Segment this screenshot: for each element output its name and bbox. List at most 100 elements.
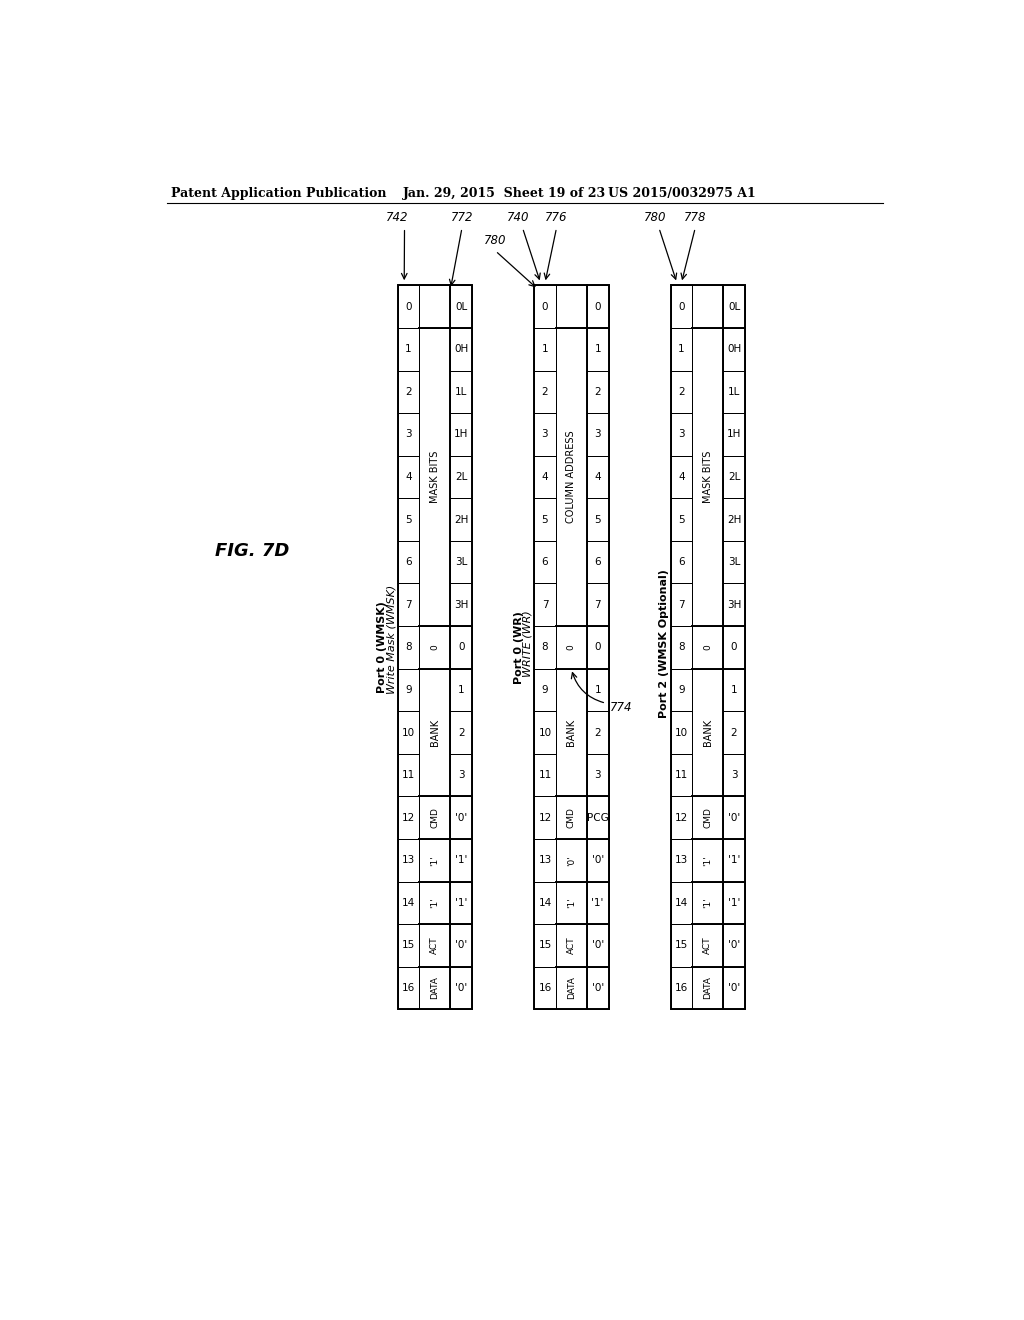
Text: 0H: 0H: [727, 345, 741, 354]
Bar: [671, 583, 692, 626]
Bar: [451, 626, 472, 669]
Text: 13: 13: [402, 855, 415, 865]
Bar: [587, 711, 608, 754]
Bar: [535, 796, 556, 840]
Text: 9: 9: [542, 685, 548, 694]
Text: 5: 5: [678, 515, 685, 524]
Text: 5: 5: [594, 515, 601, 524]
Text: 16: 16: [539, 983, 552, 993]
Bar: [397, 583, 420, 626]
Bar: [451, 882, 472, 924]
Bar: [556, 329, 587, 626]
Text: WRITE (WR): WRITE (WR): [523, 610, 532, 677]
Text: 0: 0: [594, 643, 601, 652]
Text: '1': '1': [703, 855, 713, 866]
Text: 3: 3: [678, 429, 685, 440]
Bar: [692, 966, 723, 1010]
Bar: [723, 754, 744, 796]
Bar: [556, 796, 587, 840]
Bar: [671, 882, 692, 924]
Text: 13: 13: [675, 855, 688, 865]
Bar: [535, 455, 556, 499]
Text: 0: 0: [458, 643, 465, 652]
Text: Jan. 29, 2015  Sheet 19 of 23: Jan. 29, 2015 Sheet 19 of 23: [403, 187, 606, 199]
Text: 3L: 3L: [455, 557, 467, 568]
Bar: [451, 371, 472, 413]
Bar: [587, 840, 608, 882]
Bar: [535, 329, 556, 371]
Text: 2H: 2H: [727, 515, 741, 524]
Text: FIG. 7D: FIG. 7D: [215, 543, 289, 560]
Text: 4: 4: [406, 473, 412, 482]
Text: 11: 11: [402, 770, 415, 780]
Text: 9: 9: [406, 685, 412, 694]
Text: 4: 4: [542, 473, 548, 482]
Text: 12: 12: [402, 813, 415, 822]
Text: 780: 780: [644, 211, 667, 224]
Bar: [692, 882, 723, 924]
Bar: [451, 455, 472, 499]
Bar: [671, 966, 692, 1010]
Text: 9: 9: [678, 685, 685, 694]
Text: 3: 3: [406, 429, 412, 440]
Text: DATA: DATA: [567, 977, 575, 999]
Text: 14: 14: [539, 898, 552, 908]
Bar: [692, 669, 723, 796]
Bar: [397, 371, 420, 413]
Bar: [451, 796, 472, 840]
Bar: [451, 754, 472, 796]
Bar: [671, 285, 744, 1010]
Bar: [723, 840, 744, 882]
Bar: [451, 711, 472, 754]
Text: US 2015/0032975 A1: US 2015/0032975 A1: [608, 187, 757, 199]
Bar: [535, 371, 556, 413]
Bar: [397, 669, 420, 711]
Text: 772: 772: [451, 211, 473, 224]
Bar: [671, 754, 692, 796]
Text: '0': '0': [728, 940, 740, 950]
Bar: [535, 924, 556, 966]
Bar: [587, 583, 608, 626]
Bar: [671, 796, 692, 840]
Text: 776: 776: [546, 211, 568, 224]
Bar: [671, 924, 692, 966]
Bar: [556, 669, 587, 796]
Bar: [671, 329, 692, 371]
Text: ACT: ACT: [703, 937, 713, 954]
Text: 11: 11: [539, 770, 552, 780]
Text: MASK BITS: MASK BITS: [430, 451, 440, 503]
Bar: [451, 966, 472, 1010]
Bar: [723, 796, 744, 840]
Bar: [451, 285, 472, 329]
Bar: [535, 285, 556, 329]
Text: 5: 5: [406, 515, 412, 524]
Text: 12: 12: [539, 813, 552, 822]
Text: BANK: BANK: [566, 719, 577, 746]
Bar: [671, 711, 692, 754]
Text: Write Mask (WMSK): Write Mask (WMSK): [386, 585, 396, 694]
Text: CMD: CMD: [567, 808, 575, 828]
Bar: [420, 285, 451, 329]
Bar: [535, 669, 556, 711]
Bar: [671, 541, 692, 583]
Bar: [451, 499, 472, 541]
Text: 16: 16: [675, 983, 688, 993]
Text: 12: 12: [675, 813, 688, 822]
Bar: [587, 882, 608, 924]
Text: ACT: ACT: [567, 937, 575, 954]
Text: 7: 7: [542, 599, 548, 610]
Bar: [397, 711, 420, 754]
Text: 4: 4: [678, 473, 685, 482]
Text: 15: 15: [402, 940, 415, 950]
Bar: [556, 882, 587, 924]
Bar: [397, 882, 420, 924]
Text: '1': '1': [728, 898, 740, 908]
Text: '0': '0': [592, 940, 604, 950]
Bar: [587, 455, 608, 499]
Text: 0H: 0H: [454, 345, 468, 354]
Bar: [535, 285, 608, 1010]
Bar: [451, 583, 472, 626]
Bar: [723, 924, 744, 966]
Bar: [692, 626, 723, 669]
Bar: [671, 499, 692, 541]
